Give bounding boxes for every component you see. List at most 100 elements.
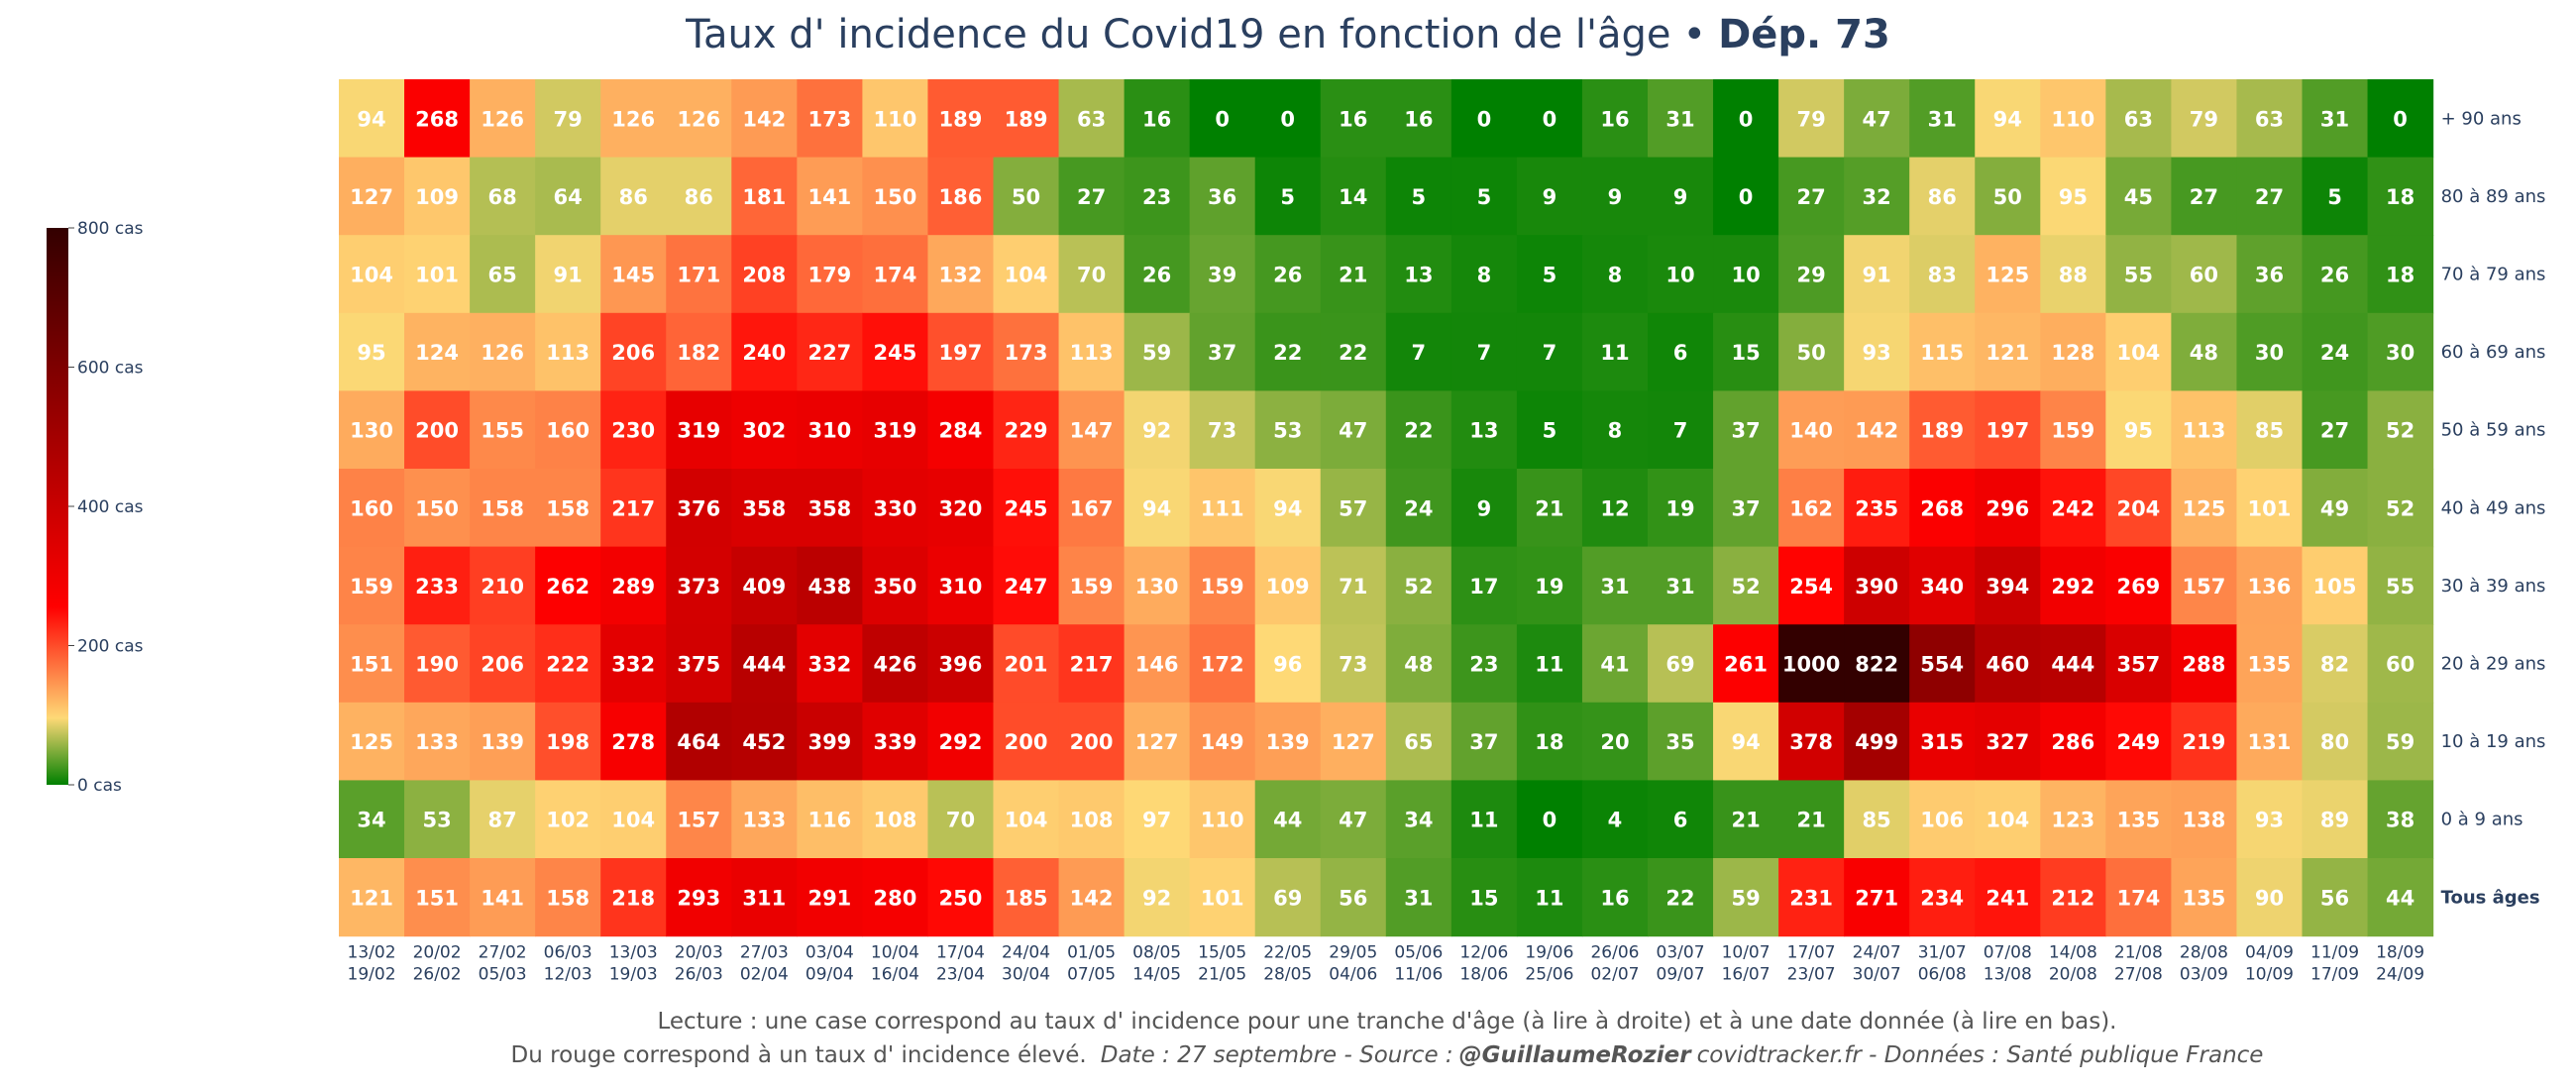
- cell-value-label: 9: [1543, 185, 1557, 209]
- heatmap-cell: [797, 702, 863, 781]
- cell-value-label: 101: [2248, 496, 2292, 520]
- cell-value-label: 464: [677, 730, 720, 754]
- heatmap-cell: [470, 546, 536, 625]
- heatmap-cell: [2040, 157, 2106, 236]
- heatmap-cell: [470, 858, 536, 937]
- heatmap-cell: [1189, 858, 1256, 937]
- heatmap-cell: [1254, 79, 1322, 159]
- cell-value-label: 37: [1731, 419, 1760, 443]
- cell-value-label: 174: [2116, 886, 2160, 910]
- heatmap-cell: [339, 157, 405, 236]
- cell-value-label: 45: [2124, 185, 2153, 209]
- heatmap-cell: [2302, 469, 2369, 548]
- heatmap-cell: [993, 469, 1060, 548]
- column-label-end: 20/08: [2049, 965, 2097, 985]
- heatmap-cell: [2171, 858, 2238, 937]
- heatmap-cell: [1320, 546, 1387, 625]
- heatmap-cell: [1975, 702, 2041, 781]
- colorbar-tick-label: 200 cas: [77, 637, 144, 657]
- cell-value-label: 123: [2051, 809, 2094, 832]
- heatmap-cell: [1450, 312, 1518, 391]
- cell-value-label: 229: [1005, 419, 1048, 443]
- heatmap-cell: [1975, 235, 2041, 314]
- cell-value-label: 10: [1665, 264, 1694, 287]
- heatmap-cell: [1320, 858, 1387, 937]
- column-label-end: 27/08: [2114, 965, 2163, 985]
- chart-title-main: Taux d' incidence du Covid19 en fonction…: [685, 12, 1670, 57]
- cell-value-label: 150: [874, 185, 917, 209]
- cell-value-label: 31: [1404, 886, 1433, 910]
- cell-value-label: 7: [1543, 341, 1557, 365]
- heatmap-cell: [1778, 312, 1845, 391]
- cell-value-label: 358: [742, 496, 786, 520]
- cell-value-label: 91: [1863, 264, 1891, 287]
- cell-value-label: 110: [2051, 107, 2094, 131]
- cell-value-label: 37: [1208, 341, 1236, 365]
- heatmap-cell: [2171, 546, 2238, 625]
- column-label-start: 26/06: [1590, 943, 1639, 963]
- heatmap-cell: [927, 235, 995, 314]
- row-label: Tous âges: [2441, 887, 2540, 908]
- heatmap-cell: [1581, 390, 1649, 470]
- heatmap-cell: [666, 858, 732, 937]
- column-label-end: 12/03: [544, 965, 592, 985]
- colorbar-gradient: [47, 228, 68, 785]
- heatmap-cell: [339, 780, 405, 859]
- cell-value-label: 293: [677, 886, 720, 910]
- cell-value-label: 16: [1600, 886, 1629, 910]
- cell-value-label: 271: [1855, 886, 1898, 910]
- heatmap-cell: [1778, 858, 1845, 937]
- heatmap-cell: [666, 79, 732, 159]
- cell-value-label: 174: [874, 264, 917, 287]
- heatmap-cell: [862, 780, 929, 859]
- heatmap-cell: [1844, 390, 1910, 470]
- heatmap-cell: [600, 390, 667, 470]
- heatmap-cell: [1320, 702, 1387, 781]
- heatmap-cell: [993, 858, 1060, 937]
- heatmap-cell: [2236, 312, 2304, 391]
- cell-value-label: 155: [481, 419, 524, 443]
- heatmap-cell: [470, 79, 536, 159]
- footer-date-source: Date : 27 septembre - Source :: [1101, 1042, 1453, 1068]
- column-label-end: 24/09: [2376, 965, 2424, 985]
- cell-value-label: 27: [2255, 185, 2284, 209]
- heatmap-cell: [1254, 624, 1322, 704]
- heatmap-cell: [404, 390, 471, 470]
- cell-value-label: 31: [1665, 107, 1694, 131]
- heatmap-cell: [339, 312, 405, 391]
- cell-value-label: 376: [677, 496, 720, 520]
- heatmap-cell: [1581, 858, 1649, 937]
- heatmap-cell: [2105, 858, 2172, 937]
- cell-value-label: 63: [2124, 107, 2153, 131]
- cell-value-label: 113: [1070, 341, 1114, 365]
- cell-value-label: 92: [1142, 886, 1171, 910]
- cell-value-label: 822: [1855, 653, 1898, 677]
- cell-value-label: 11: [1535, 886, 1563, 910]
- cell-value-label: 136: [2248, 575, 2292, 599]
- heatmap-cell: [1189, 390, 1256, 470]
- cell-value-label: 102: [546, 809, 590, 832]
- cell-value-label: 94: [1142, 496, 1171, 520]
- column-label-start: 17/04: [936, 943, 985, 963]
- cell-value-label: 139: [1266, 730, 1310, 754]
- heatmap-cell: [470, 780, 536, 859]
- row-label: 60 à 69 ans: [2441, 342, 2546, 363]
- cell-value-label: 289: [611, 575, 655, 599]
- heatmap-cell: [1581, 702, 1649, 781]
- heatmap-cell: [1648, 702, 1714, 781]
- cell-value-label: 26: [2320, 264, 2349, 287]
- cell-value-label: 59: [1142, 341, 1171, 365]
- cell-value-label: 86: [685, 185, 713, 209]
- cell-value-label: 65: [1404, 730, 1433, 754]
- heatmap-cell: [2105, 79, 2172, 159]
- cell-value-label: 86: [619, 185, 648, 209]
- column-label-start: 06/03: [544, 943, 592, 963]
- cell-value-label: 16: [1339, 107, 1367, 131]
- heatmap-cell: [339, 546, 405, 625]
- heatmap-cell: [1844, 546, 1910, 625]
- heatmap-cell: [666, 546, 732, 625]
- cell-value-label: 41: [1600, 653, 1629, 677]
- cell-value-label: 241: [1986, 886, 2029, 910]
- cell-value-label: 268: [1920, 496, 1964, 520]
- cell-value-label: 332: [807, 653, 851, 677]
